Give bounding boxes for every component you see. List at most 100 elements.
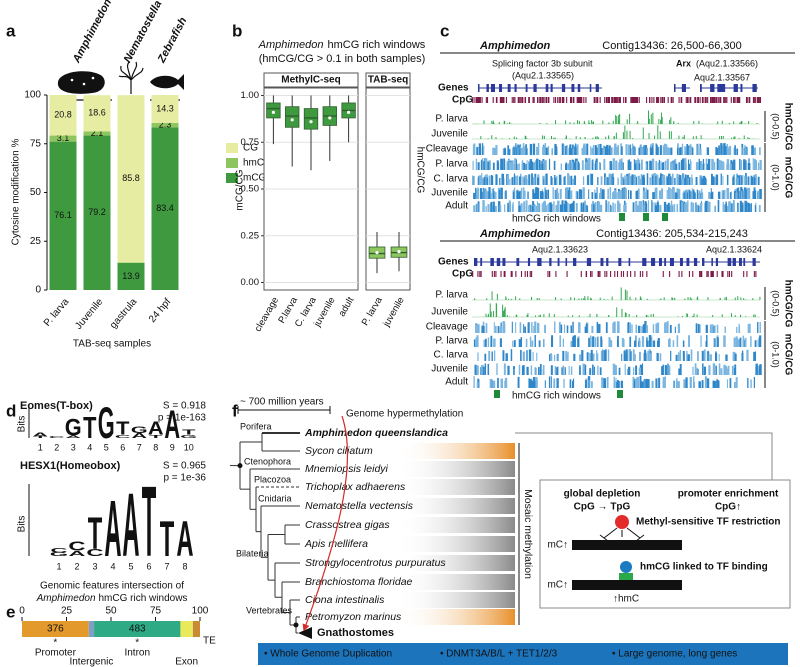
mc-signal bbox=[691, 174, 693, 185]
hm-signal bbox=[673, 121, 675, 124]
hm-signal bbox=[618, 115, 620, 124]
cpg-tick bbox=[596, 97, 598, 103]
hm-signal bbox=[721, 120, 723, 124]
mc-signal bbox=[528, 174, 531, 185]
mc-signal bbox=[690, 160, 692, 170]
hm-signal bbox=[747, 137, 749, 139]
mc-signal bbox=[538, 366, 540, 375]
mc-signal bbox=[584, 200, 586, 212]
mc-signal bbox=[700, 176, 702, 185]
hm-signal bbox=[492, 120, 494, 124]
logo-letter: C bbox=[86, 547, 103, 558]
mc-signal bbox=[519, 322, 522, 333]
mc-signal bbox=[567, 190, 571, 199]
cpg-tick bbox=[711, 271, 713, 277]
mc-signal bbox=[639, 147, 642, 155]
rich-window bbox=[662, 213, 668, 221]
x-tick-label: 75 bbox=[150, 606, 162, 617]
hm-signal bbox=[616, 116, 618, 124]
mc-signal bbox=[543, 178, 545, 185]
cpg-tick bbox=[472, 97, 474, 103]
mc-signal bbox=[664, 160, 667, 170]
mc-signal bbox=[691, 147, 694, 155]
mc-signal bbox=[734, 353, 737, 361]
mc-signal bbox=[739, 200, 742, 212]
mc-signal bbox=[493, 192, 495, 199]
mc-signal bbox=[522, 176, 525, 185]
hm-signal bbox=[632, 137, 634, 139]
mc-signal bbox=[607, 177, 609, 185]
clade-label: Bilateria bbox=[236, 548, 269, 558]
cpg-tick bbox=[597, 271, 599, 277]
mc-signal bbox=[550, 354, 553, 361]
value-label: 2.3 bbox=[159, 120, 172, 130]
mc-signal bbox=[748, 163, 751, 170]
hm-signal bbox=[590, 298, 592, 300]
mc-signal bbox=[553, 378, 556, 388]
mc-signal bbox=[516, 175, 519, 185]
logo-letter: T bbox=[142, 467, 157, 578]
mc-signal bbox=[636, 377, 639, 388]
gene-label: Aqu2.1.33567 bbox=[694, 72, 750, 82]
mean bbox=[375, 250, 379, 255]
cpg-tick bbox=[697, 97, 699, 103]
logo-letter: A bbox=[164, 402, 180, 447]
y-axis-label: hmCG/CG bbox=[414, 147, 425, 194]
cpg-tick bbox=[653, 97, 655, 103]
cpg-tick bbox=[634, 271, 636, 277]
mc-signal bbox=[477, 324, 480, 333]
track-scale: (0-1.0) bbox=[771, 164, 781, 191]
mc-signal bbox=[514, 158, 517, 170]
bar-segment bbox=[180, 621, 193, 637]
cpg-tick bbox=[549, 271, 551, 277]
mc-signal bbox=[595, 160, 597, 170]
hm-signal bbox=[491, 120, 493, 124]
mc-signal bbox=[500, 378, 503, 388]
mc-signal bbox=[529, 159, 533, 170]
hm-signal bbox=[681, 315, 683, 317]
mc-signal bbox=[748, 323, 751, 333]
cpg-tick bbox=[734, 97, 736, 103]
cpg-tick bbox=[533, 97, 535, 103]
sample-label: Juvenile bbox=[431, 129, 468, 140]
y-tick-label: 0.25 bbox=[241, 230, 260, 241]
mc-signal bbox=[697, 351, 699, 361]
logo-letter: T bbox=[160, 513, 175, 568]
mc-signal bbox=[759, 321, 761, 333]
mc-signal bbox=[566, 145, 568, 155]
mc-signal bbox=[608, 145, 611, 155]
mc-signal bbox=[674, 177, 676, 185]
mc-signal bbox=[704, 202, 706, 212]
mc-signal bbox=[598, 323, 601, 333]
cpg-tick bbox=[604, 97, 606, 103]
mc-signal bbox=[612, 163, 614, 170]
hm-signal bbox=[503, 120, 505, 124]
mc-signal bbox=[551, 148, 553, 155]
mc-signal bbox=[490, 174, 493, 185]
mc-signal bbox=[511, 321, 513, 333]
mc-signal bbox=[600, 191, 603, 199]
cpg-tick bbox=[680, 97, 682, 103]
mc-signal bbox=[489, 187, 492, 199]
logo-letter: A bbox=[131, 432, 147, 440]
gene-label: Splicing factor 3b subunit bbox=[492, 58, 593, 68]
cpg-tick bbox=[614, 271, 616, 277]
mc-signal bbox=[508, 200, 511, 212]
mc-signal bbox=[642, 324, 645, 333]
mc-signal bbox=[522, 143, 525, 155]
rich-window bbox=[643, 213, 649, 221]
logo-letter: T bbox=[88, 508, 103, 559]
hm-signal bbox=[513, 136, 515, 139]
mc-signal bbox=[515, 322, 517, 333]
model-text: hmCG linked to TF binding bbox=[640, 562, 768, 573]
mc-signal bbox=[737, 175, 740, 185]
mc-signal bbox=[691, 188, 693, 199]
exon bbox=[700, 84, 702, 92]
mc-signal bbox=[638, 367, 642, 375]
mc-signal bbox=[733, 381, 736, 388]
cpg-tick bbox=[493, 271, 495, 277]
motif-name: Eomes(T-box) bbox=[20, 400, 93, 412]
mc-signal bbox=[621, 177, 624, 185]
hm-signal bbox=[581, 298, 583, 300]
hm-signal bbox=[695, 135, 697, 139]
